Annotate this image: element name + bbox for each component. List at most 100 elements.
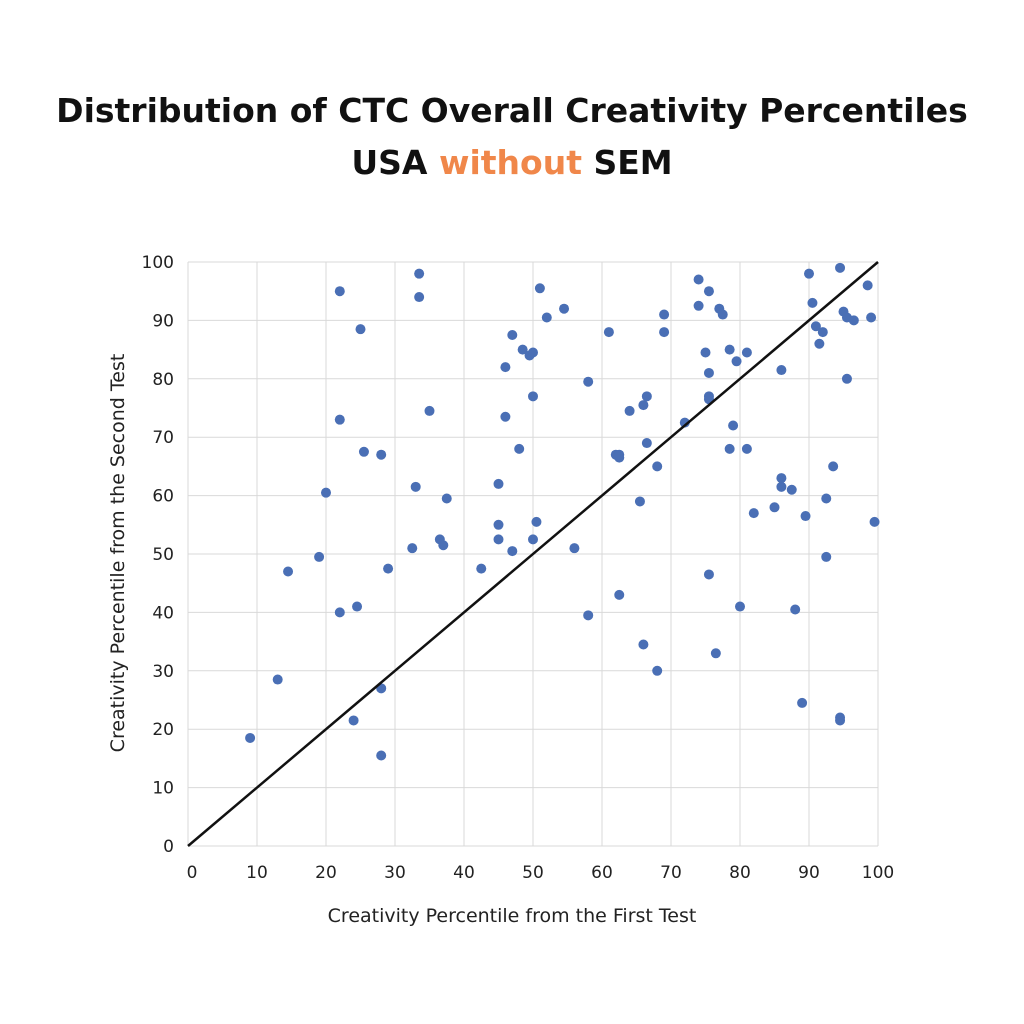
data-point xyxy=(862,280,873,291)
y-axis-label: Creativity Percentile from the Second Te… xyxy=(107,354,129,753)
data-point xyxy=(507,546,518,557)
data-point xyxy=(821,493,832,504)
data-point xyxy=(531,516,542,527)
data-point xyxy=(245,732,256,743)
data-point xyxy=(559,303,570,314)
data-point xyxy=(776,473,787,484)
y-tick-label: 100 xyxy=(142,253,174,273)
data-point xyxy=(476,563,487,574)
data-point xyxy=(807,297,818,308)
data-point xyxy=(407,543,418,554)
data-point xyxy=(652,461,663,472)
data-point xyxy=(659,309,670,320)
data-point xyxy=(717,309,728,320)
data-point xyxy=(334,607,345,618)
data-point xyxy=(517,344,528,355)
x-tick-label: 30 xyxy=(384,863,406,883)
data-point xyxy=(728,420,739,431)
data-point xyxy=(724,443,735,454)
title-country: USA xyxy=(351,143,428,182)
title-method: SEM xyxy=(593,143,673,182)
data-point xyxy=(376,750,387,761)
data-point xyxy=(352,601,363,612)
data-point xyxy=(835,262,846,273)
data-point xyxy=(283,566,294,577)
y-tick-label: 0 xyxy=(163,837,174,857)
data-point xyxy=(500,411,511,422)
data-point xyxy=(800,511,811,522)
data-point xyxy=(321,487,331,498)
data-point xyxy=(659,327,670,338)
data-point xyxy=(679,417,690,428)
data-point xyxy=(641,438,652,449)
data-point xyxy=(528,347,538,358)
data-point xyxy=(614,589,625,600)
data-point xyxy=(835,715,846,726)
data-point xyxy=(790,604,801,615)
x-tick-label: 80 xyxy=(729,863,751,883)
data-point xyxy=(817,327,828,338)
data-point xyxy=(866,312,877,323)
x-tick-label: 20 xyxy=(315,863,337,883)
data-point xyxy=(804,268,814,279)
data-point xyxy=(569,543,580,554)
data-point xyxy=(383,563,394,574)
chart-title: Distribution of CTC Overall Creativity P… xyxy=(0,88,1024,186)
data-point xyxy=(724,344,735,355)
data-point xyxy=(410,481,421,492)
data-point xyxy=(272,674,283,685)
data-point xyxy=(710,648,721,659)
x-tick-label: 60 xyxy=(591,863,613,883)
data-point xyxy=(507,330,518,340)
data-point xyxy=(414,268,425,279)
data-point xyxy=(828,461,839,472)
data-point xyxy=(731,356,742,367)
y-tick-label: 10 xyxy=(152,779,174,799)
data-point xyxy=(348,715,359,726)
data-point xyxy=(769,502,780,513)
x-tick-label: 10 xyxy=(246,863,268,883)
data-point xyxy=(869,516,880,527)
data-point xyxy=(414,292,425,303)
data-point xyxy=(541,312,552,323)
data-point xyxy=(700,347,711,358)
axis-ticks: 0 10 20 30 40 50 60 70 80 90 100 0 10 20 30 40 50 60 70 80 9… xyxy=(142,253,895,883)
data-point xyxy=(776,481,787,492)
data-point xyxy=(776,365,787,376)
x-tick-label: 0 xyxy=(187,863,198,883)
data-point xyxy=(693,300,704,311)
data-point xyxy=(534,283,545,294)
data-point xyxy=(703,569,714,580)
data-point xyxy=(528,534,538,545)
title-accent-word: without xyxy=(438,143,582,182)
data-point xyxy=(358,446,369,457)
y-tick-label: 20 xyxy=(152,720,174,740)
data-point xyxy=(438,540,449,551)
data-point xyxy=(741,443,752,454)
data-point xyxy=(583,610,594,621)
x-axis-label: Creativity Percentile from the First Tes… xyxy=(328,905,697,927)
data-point xyxy=(634,496,645,507)
data-point xyxy=(441,493,452,504)
y-tick-label: 80 xyxy=(152,370,174,390)
y-tick-label: 90 xyxy=(152,311,174,331)
data-point xyxy=(703,367,714,378)
data-point xyxy=(641,391,652,402)
data-point xyxy=(314,551,325,562)
data-point xyxy=(528,391,538,402)
data-point xyxy=(500,362,511,373)
y-tick-label: 50 xyxy=(152,545,174,565)
data-point xyxy=(624,405,635,416)
data-point xyxy=(493,478,504,489)
data-point xyxy=(703,286,714,297)
y-tick-label: 70 xyxy=(152,428,174,448)
data-point xyxy=(786,484,797,495)
data-point xyxy=(638,400,649,411)
x-tick-label: 70 xyxy=(660,863,682,883)
data-point xyxy=(652,665,663,676)
x-tick-label: 90 xyxy=(798,863,820,883)
x-tick-label: 50 xyxy=(522,863,544,883)
y-tick-label: 60 xyxy=(152,487,174,507)
data-point xyxy=(841,373,852,384)
y-tick-label: 40 xyxy=(152,603,174,623)
